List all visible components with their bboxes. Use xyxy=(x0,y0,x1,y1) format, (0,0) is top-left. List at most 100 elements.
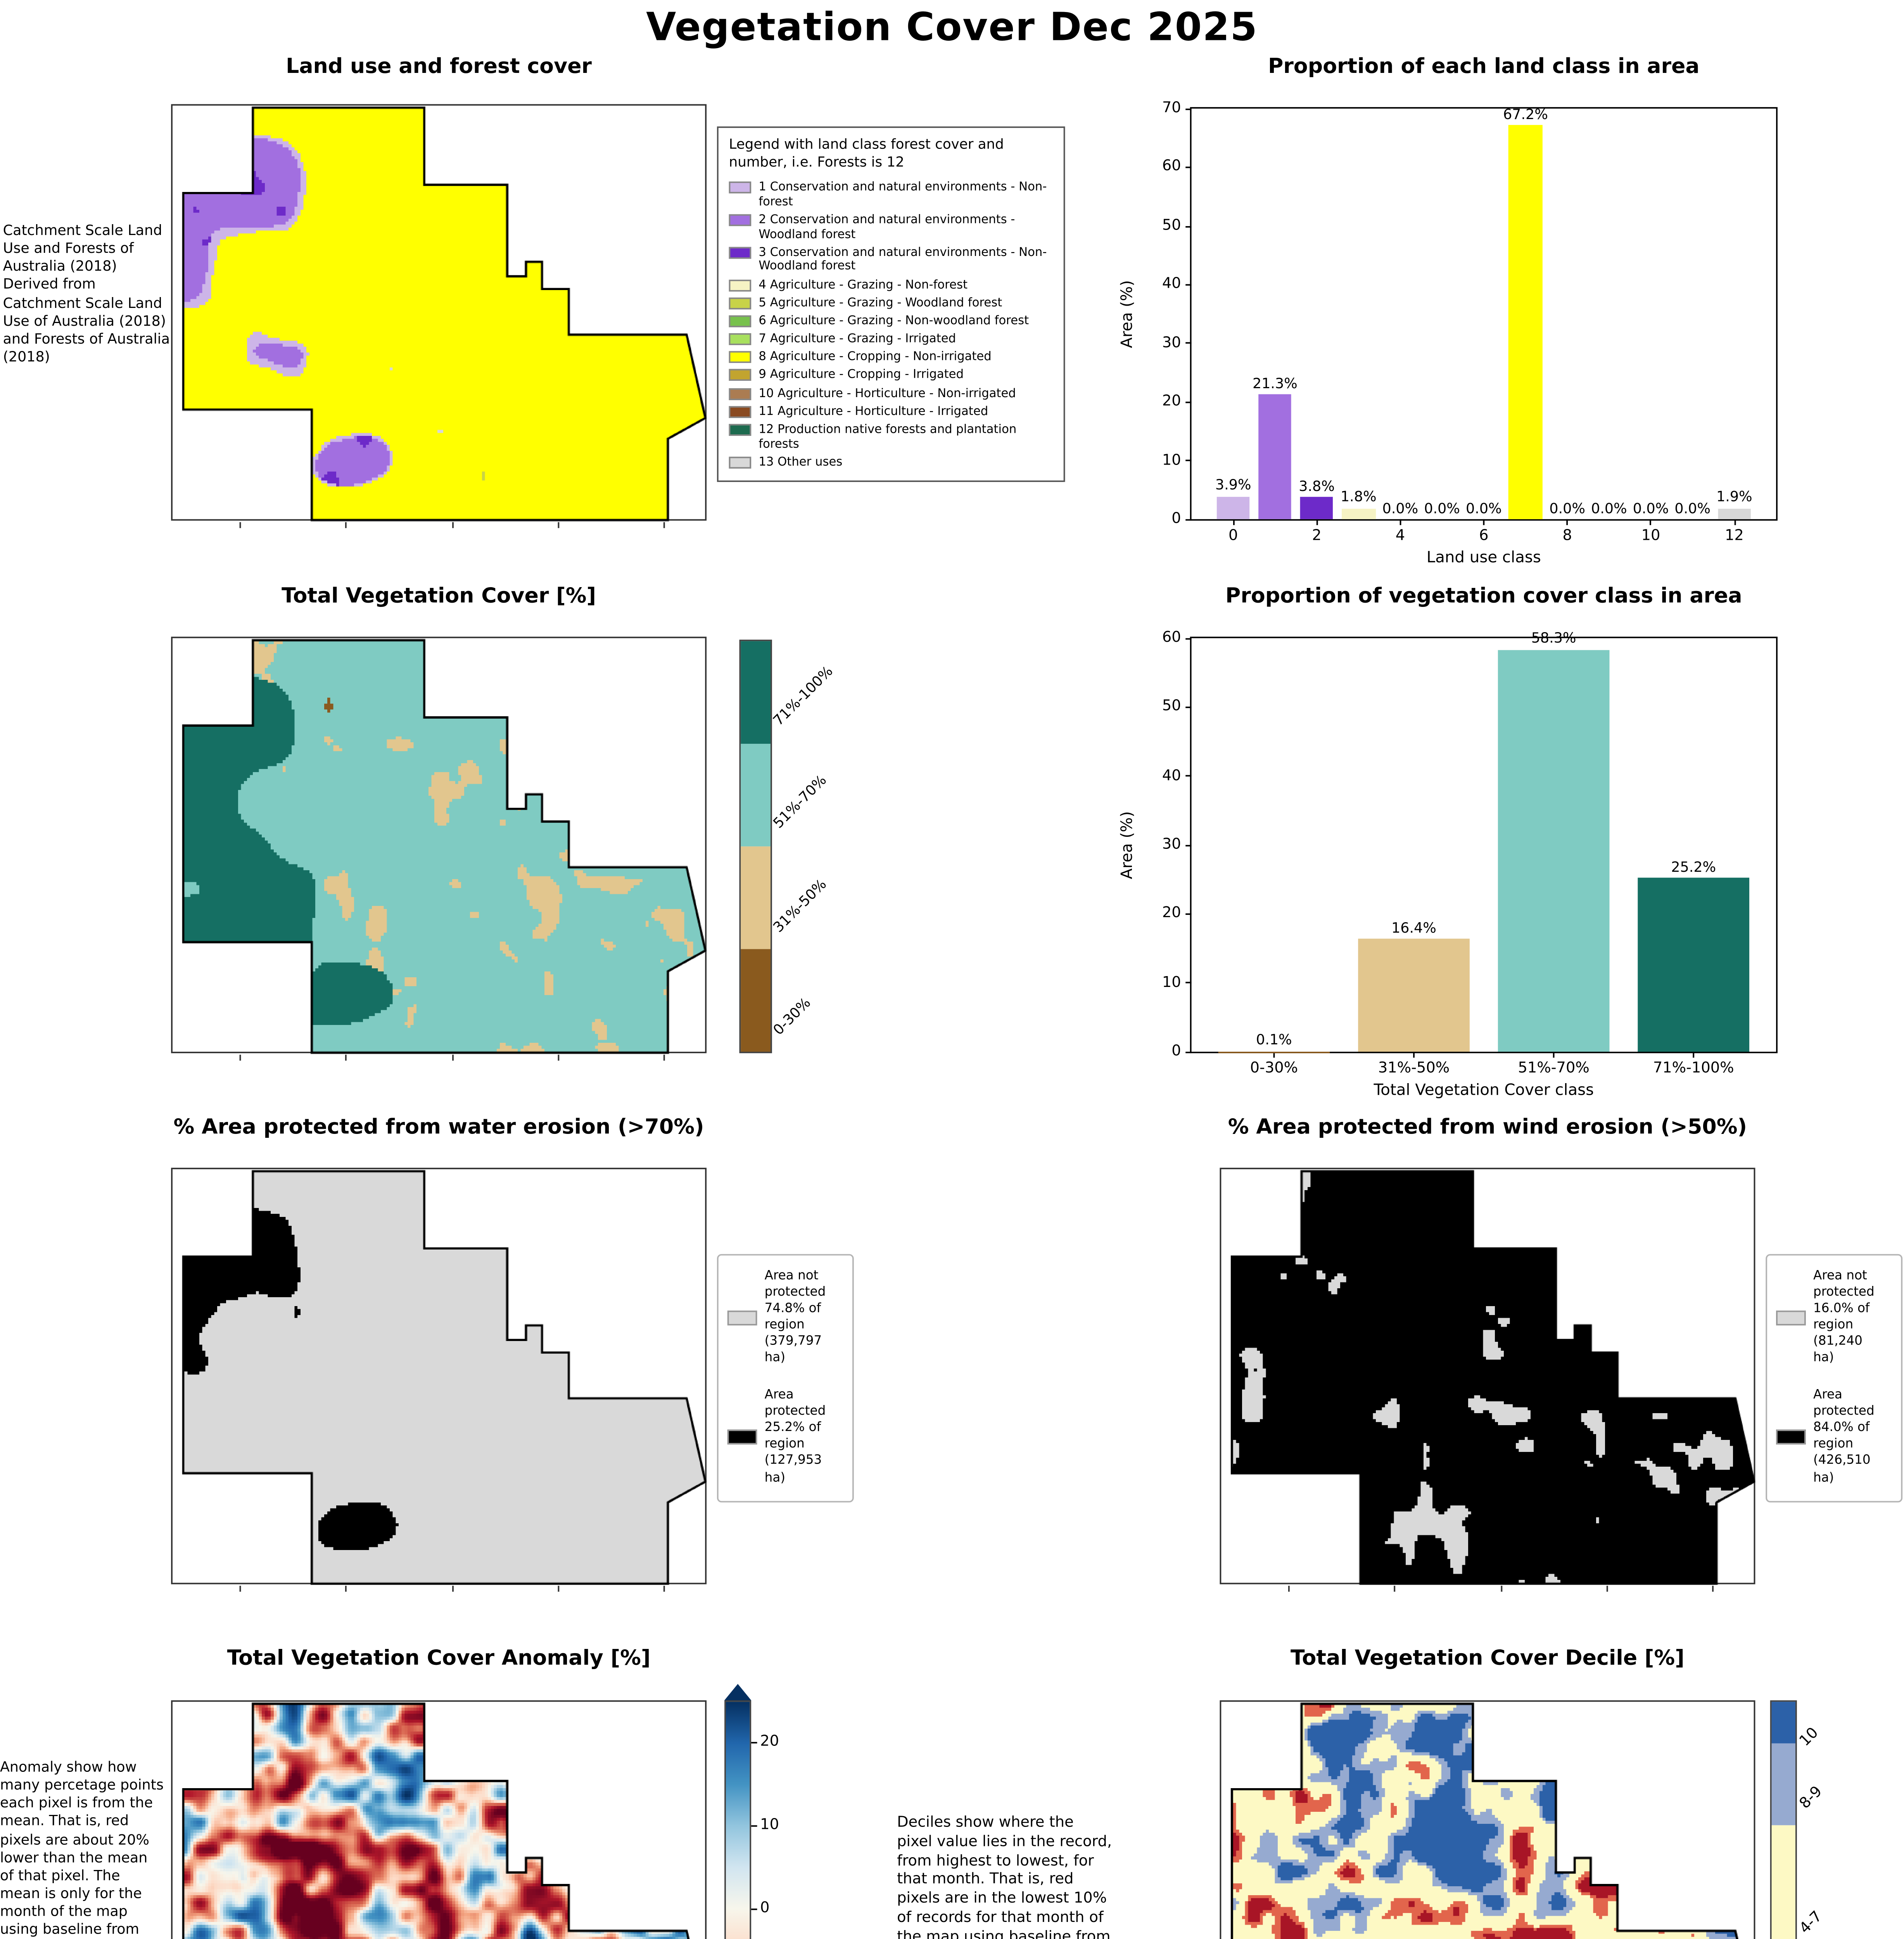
bar-value-label: 58.3% xyxy=(1531,631,1576,648)
water-erosion-map xyxy=(171,1168,708,1591)
map-axis-tick xyxy=(1288,1586,1289,1591)
bar-value-label: 0.0% xyxy=(1549,500,1586,517)
legend-entry: Area protected 84.0% of region (426,510 … xyxy=(1776,1388,1892,1487)
landuse-legend-swatch xyxy=(729,456,752,468)
x-tick-label: 12 xyxy=(1724,528,1744,544)
map-axis-tick xyxy=(1712,1586,1714,1591)
bar-value-label: 67.2% xyxy=(1503,106,1548,123)
legend-label: Area protected 84.0% of region (426,510 … xyxy=(1813,1388,1875,1486)
legend-swatch xyxy=(727,1311,757,1326)
decile-colorbar xyxy=(1770,1700,1797,1939)
colorbar-label: 10 xyxy=(1797,1725,1822,1750)
colorbar-tick-label: 20 xyxy=(760,1733,779,1750)
y-tick xyxy=(1185,108,1192,109)
landuse-legend: Legend with land class forest cover and … xyxy=(717,126,1065,482)
vegclass-bar-chart: 0 10 20 30 40 50 60 0-30% 31%-50% 51%-70% 71%-100%… xyxy=(1162,630,1778,1077)
anomaly-colorbar xyxy=(724,1700,752,1939)
wind-erosion-title: % Area protected from wind erosion (>50%… xyxy=(1228,1115,1747,1140)
landuse-legend-swatch xyxy=(729,369,752,382)
landuse-map xyxy=(171,104,708,527)
landuse-legend-label: 2 Conservation and natural environments … xyxy=(758,213,1015,240)
bar-value-label: 0.1% xyxy=(1256,1032,1292,1049)
landuse-legend-swatch xyxy=(729,279,752,291)
y-tick-label: 50 xyxy=(1162,218,1181,234)
landclass-chart-xlabel: Land use class xyxy=(1426,549,1541,567)
y-tick-label: 60 xyxy=(1162,159,1181,176)
x-tick-label: 0 xyxy=(1228,528,1238,544)
landclass-bar-chart: 0 10 20 30 40 50 60 70 0 2 4 6 8 10 12 3.9% 21.3% 3.8% 1.8… xyxy=(1162,100,1778,544)
colorbar-label: 8-9 xyxy=(1797,1783,1826,1813)
colorbar-tick xyxy=(751,1908,757,1909)
x-tick-label: 6 xyxy=(1479,528,1489,544)
colorbar-tick-label: 10 xyxy=(760,1817,779,1834)
y-tick xyxy=(1185,342,1192,344)
x-tick-label: 71%-100% xyxy=(1653,1061,1734,1077)
x-tick-label: 2 xyxy=(1312,528,1322,544)
x-tick xyxy=(1316,519,1317,525)
map-axis-tick xyxy=(345,1054,347,1060)
bar-value-label: 21.3% xyxy=(1253,375,1298,392)
bar xyxy=(1216,496,1250,519)
landuse-legend-swatch xyxy=(729,351,752,363)
colorbar-segment xyxy=(741,949,771,1052)
bar xyxy=(1358,938,1470,1052)
colorbar-segment xyxy=(741,846,771,949)
y-tick-label: 0 xyxy=(1171,511,1181,527)
bar xyxy=(1218,1051,1330,1052)
map-axis-tick xyxy=(345,1586,347,1591)
y-tick-label: 30 xyxy=(1162,335,1181,352)
colorbar-segment xyxy=(1771,1743,1795,1826)
y-tick xyxy=(1185,518,1192,520)
landuse-legend-item: 12 Production native forests and plantat… xyxy=(729,422,1053,451)
landuse-side-note: Catchment Scale Land Use and Forests of … xyxy=(3,223,170,366)
map-axis-tick xyxy=(451,1054,453,1060)
water-erosion-title: % Area protected from water erosion (>70… xyxy=(173,1115,704,1140)
x-tick xyxy=(1650,519,1652,525)
anomaly-note: Anomaly show how many percetage points e… xyxy=(0,1759,164,1939)
landuse-legend-item: 8 Agriculture - Cropping - Non-irrigated xyxy=(729,350,1053,364)
wind-erosion-map xyxy=(1220,1168,1757,1591)
landuse-legend-item: 11 Agriculture - Horticulture - Irrigate… xyxy=(729,404,1053,419)
x-tick xyxy=(1483,519,1484,525)
map-axis-tick xyxy=(557,522,559,527)
map-axis-tick xyxy=(663,1054,665,1060)
bar xyxy=(1508,125,1543,519)
y-tick xyxy=(1185,775,1192,777)
y-tick-label: 70 xyxy=(1162,100,1181,117)
bar-value-label: 1.9% xyxy=(1716,489,1752,506)
y-tick-label: 10 xyxy=(1162,975,1181,991)
bar-value-label: 3.9% xyxy=(1215,477,1251,494)
bar-value-label: 0.0% xyxy=(1674,500,1710,517)
legend-swatch xyxy=(1776,1311,1806,1326)
landuse-legend-swatch xyxy=(729,333,752,346)
bar xyxy=(1638,878,1750,1052)
water-erosion-map-canvas xyxy=(172,1169,708,1586)
bar-value-label: 1.8% xyxy=(1340,490,1377,506)
legend-entry: Area not protected 16.0% of region (81,2… xyxy=(1776,1269,1892,1367)
landuse-legend-item: 2 Conservation and natural environments … xyxy=(729,213,1053,241)
y-tick-label: 10 xyxy=(1162,452,1181,469)
bar-value-label: 0.0% xyxy=(1466,500,1502,517)
y-tick-label: 40 xyxy=(1162,276,1181,293)
landuse-legend-item: 9 Agriculture - Cropping - Irrigated xyxy=(729,368,1053,382)
x-tick xyxy=(1734,519,1735,525)
bar-value-label: 16.4% xyxy=(1391,920,1436,937)
x-tick-label: 31%-50% xyxy=(1378,1061,1450,1077)
decile-map-title: Total Vegetation Cover Decile [%] xyxy=(1291,1647,1685,1671)
colorbar-segment xyxy=(1771,1702,1795,1743)
legend-label: Area not protected 16.0% of region (81,2… xyxy=(1813,1269,1875,1366)
legend-label: Area protected 25.2% of region (127,953 … xyxy=(764,1388,826,1486)
y-tick-label: 60 xyxy=(1162,630,1181,646)
y-tick-label: 0 xyxy=(1171,1043,1181,1060)
x-tick-label: 8 xyxy=(1562,528,1572,544)
page-title: Vegetation Cover Dec 2025 xyxy=(646,6,1258,51)
bar-value-label: 3.8% xyxy=(1299,478,1335,495)
map-axis-tick xyxy=(345,522,347,527)
landclass-chart-ylabel: Area (%) xyxy=(1118,280,1137,348)
colorbar-segment xyxy=(741,743,771,847)
y-tick xyxy=(1185,844,1192,846)
legend-entry: Area protected 25.2% of region (127,953 … xyxy=(727,1388,843,1487)
colorbar-label: 51%-70% xyxy=(771,773,831,833)
